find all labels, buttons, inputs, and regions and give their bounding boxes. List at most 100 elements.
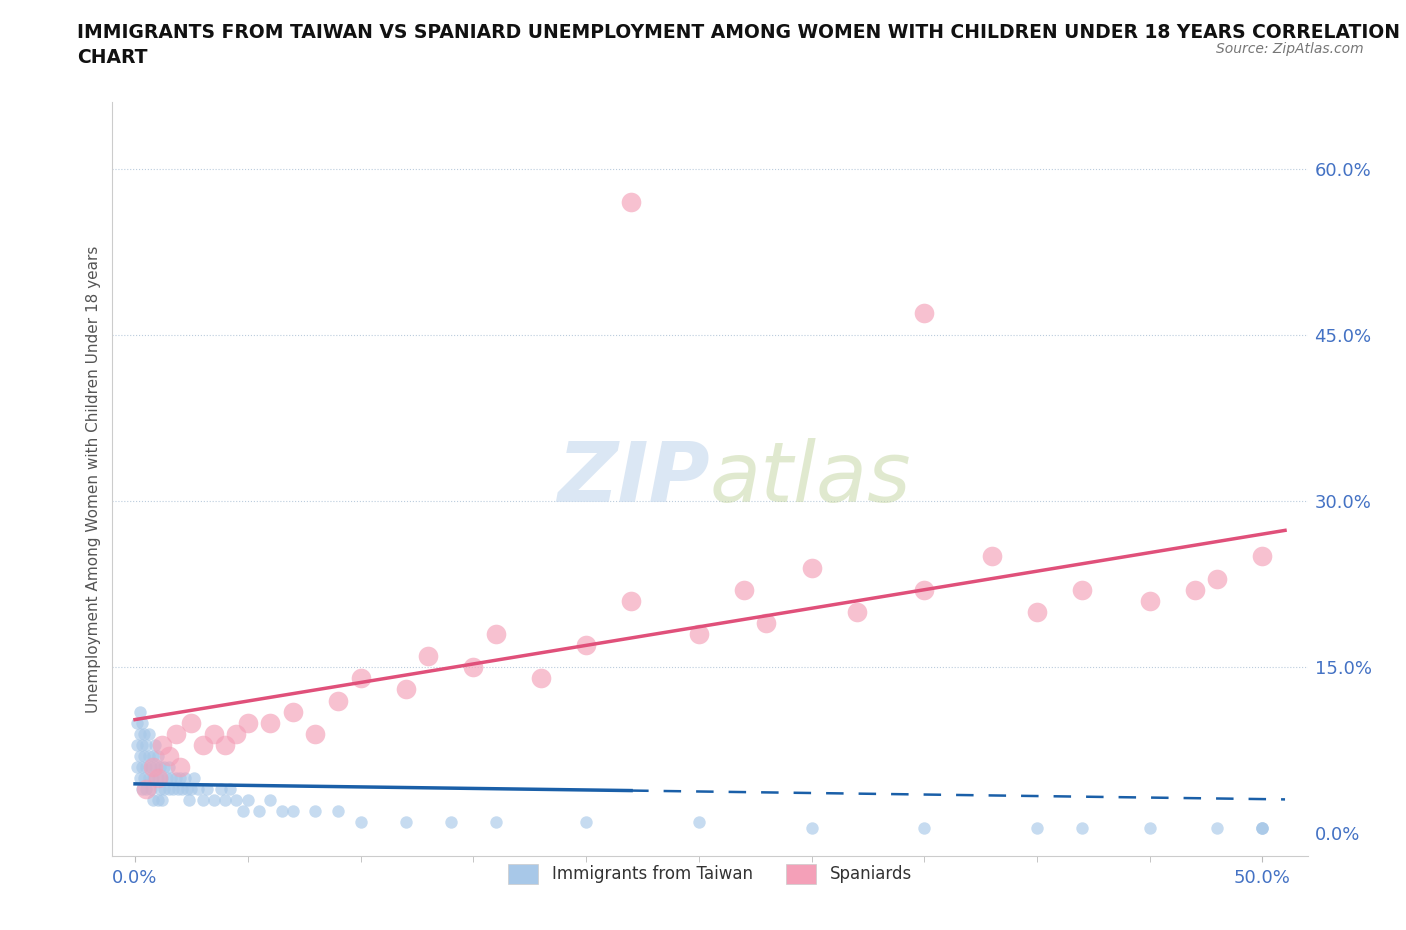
Point xyxy=(1071,582,1094,597)
Point xyxy=(150,737,173,752)
Point xyxy=(157,749,180,764)
Point xyxy=(139,760,162,775)
Point xyxy=(176,782,198,797)
Point xyxy=(131,760,153,775)
Point xyxy=(157,760,180,775)
Point xyxy=(128,704,150,719)
Point xyxy=(1026,820,1049,835)
Point xyxy=(183,771,205,786)
Point xyxy=(214,792,236,807)
Point xyxy=(304,804,326,818)
Point xyxy=(214,737,236,752)
Point xyxy=(202,726,225,741)
Text: CHART: CHART xyxy=(77,48,148,67)
Point xyxy=(149,760,172,775)
Y-axis label: Unemployment Among Women with Children Under 18 years: Unemployment Among Women with Children U… xyxy=(86,246,101,712)
Point xyxy=(139,782,162,797)
Point xyxy=(142,760,165,775)
Point xyxy=(173,771,195,786)
Point xyxy=(142,749,165,764)
Point xyxy=(150,792,173,807)
Point xyxy=(143,760,166,775)
Point xyxy=(1251,549,1274,564)
Point xyxy=(180,715,202,730)
Point xyxy=(172,782,194,797)
Point xyxy=(247,804,270,818)
Point xyxy=(146,771,169,786)
Point xyxy=(165,726,187,741)
Point xyxy=(209,782,232,797)
Point xyxy=(167,782,190,797)
Point xyxy=(1139,820,1161,835)
Point xyxy=(128,771,150,786)
Point xyxy=(1139,593,1161,608)
Point xyxy=(259,792,281,807)
Text: atlas: atlas xyxy=(710,438,911,520)
Point xyxy=(131,715,153,730)
Point xyxy=(142,792,165,807)
Point xyxy=(236,715,259,730)
Point xyxy=(733,582,755,597)
Point xyxy=(149,782,172,797)
Point xyxy=(135,760,157,775)
Point xyxy=(132,726,155,741)
Point xyxy=(179,792,201,807)
Point xyxy=(800,560,823,575)
Point xyxy=(845,604,868,619)
Point xyxy=(236,792,259,807)
Point xyxy=(463,660,485,675)
Point xyxy=(169,760,191,775)
Point xyxy=(394,815,416,830)
Point xyxy=(980,549,1002,564)
Text: Source: ZipAtlas.com: Source: ZipAtlas.com xyxy=(1216,42,1364,56)
Point xyxy=(688,815,710,830)
Point xyxy=(259,715,281,730)
Point xyxy=(1071,820,1094,835)
Point xyxy=(225,726,247,741)
Point xyxy=(755,616,778,631)
Point xyxy=(912,820,935,835)
Point xyxy=(1026,604,1049,619)
Text: IMMIGRANTS FROM TAIWAN VS SPANIARD UNEMPLOYMENT AMONG WOMEN WITH CHILDREN UNDER : IMMIGRANTS FROM TAIWAN VS SPANIARD UNEMP… xyxy=(77,23,1400,42)
Point xyxy=(218,782,240,797)
Point xyxy=(1251,820,1274,835)
Point xyxy=(138,726,160,741)
Point xyxy=(135,782,157,797)
Point xyxy=(349,815,371,830)
Point xyxy=(153,782,176,797)
Point xyxy=(131,782,153,797)
Point xyxy=(165,771,187,786)
Point xyxy=(912,305,935,320)
Point xyxy=(162,782,184,797)
Point xyxy=(620,194,643,209)
Point xyxy=(270,804,292,818)
Point xyxy=(1206,820,1229,835)
Point xyxy=(326,693,349,708)
Point xyxy=(485,815,508,830)
Point xyxy=(281,704,304,719)
Point xyxy=(127,715,149,730)
Point xyxy=(128,749,150,764)
Point xyxy=(150,771,173,786)
Point xyxy=(1251,820,1274,835)
Point xyxy=(326,804,349,818)
Point xyxy=(202,792,225,807)
Point xyxy=(146,771,169,786)
Point xyxy=(191,737,214,752)
Point xyxy=(349,671,371,685)
Point xyxy=(135,782,157,797)
Point xyxy=(575,638,598,653)
Point xyxy=(195,782,218,797)
Point xyxy=(440,815,463,830)
Point xyxy=(800,820,823,835)
Point xyxy=(418,649,440,664)
Point xyxy=(530,671,553,685)
Point xyxy=(225,792,247,807)
Point xyxy=(180,782,202,797)
Point xyxy=(131,737,153,752)
Point xyxy=(1206,571,1229,586)
Point xyxy=(394,682,416,697)
Text: ZIP: ZIP xyxy=(557,438,710,520)
Point xyxy=(143,737,166,752)
Point xyxy=(575,815,598,830)
